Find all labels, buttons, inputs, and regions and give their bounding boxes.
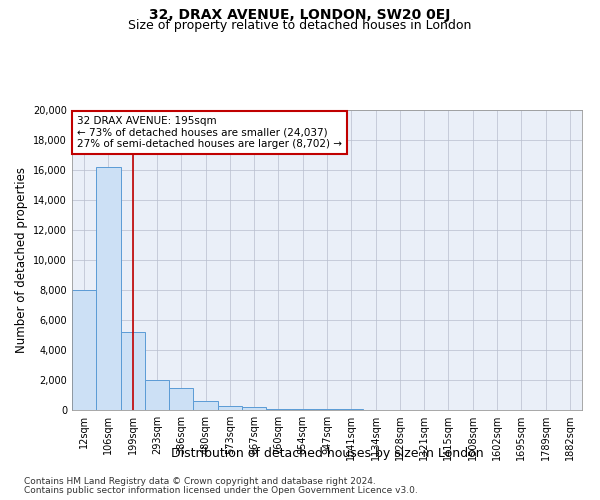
Text: Contains HM Land Registry data © Crown copyright and database right 2024.: Contains HM Land Registry data © Crown c… — [24, 477, 376, 486]
Bar — [266, 408, 290, 410]
Bar — [72, 290, 96, 410]
Text: 32, DRAX AVENUE, LONDON, SW20 0EJ: 32, DRAX AVENUE, LONDON, SW20 0EJ — [149, 8, 451, 22]
Bar — [145, 380, 169, 410]
Bar — [290, 408, 315, 410]
Bar — [242, 407, 266, 410]
Bar — [169, 388, 193, 410]
Bar — [193, 401, 218, 410]
Text: Contains public sector information licensed under the Open Government Licence v3: Contains public sector information licen… — [24, 486, 418, 495]
Bar — [96, 167, 121, 410]
Text: Distribution of detached houses by size in London: Distribution of detached houses by size … — [170, 448, 484, 460]
Text: 32 DRAX AVENUE: 195sqm
← 73% of detached houses are smaller (24,037)
27% of semi: 32 DRAX AVENUE: 195sqm ← 73% of detached… — [77, 116, 342, 149]
Bar — [315, 409, 339, 410]
Y-axis label: Number of detached properties: Number of detached properties — [15, 167, 28, 353]
Bar — [218, 406, 242, 410]
Bar — [339, 409, 364, 410]
Bar — [121, 332, 145, 410]
Text: Size of property relative to detached houses in London: Size of property relative to detached ho… — [128, 18, 472, 32]
